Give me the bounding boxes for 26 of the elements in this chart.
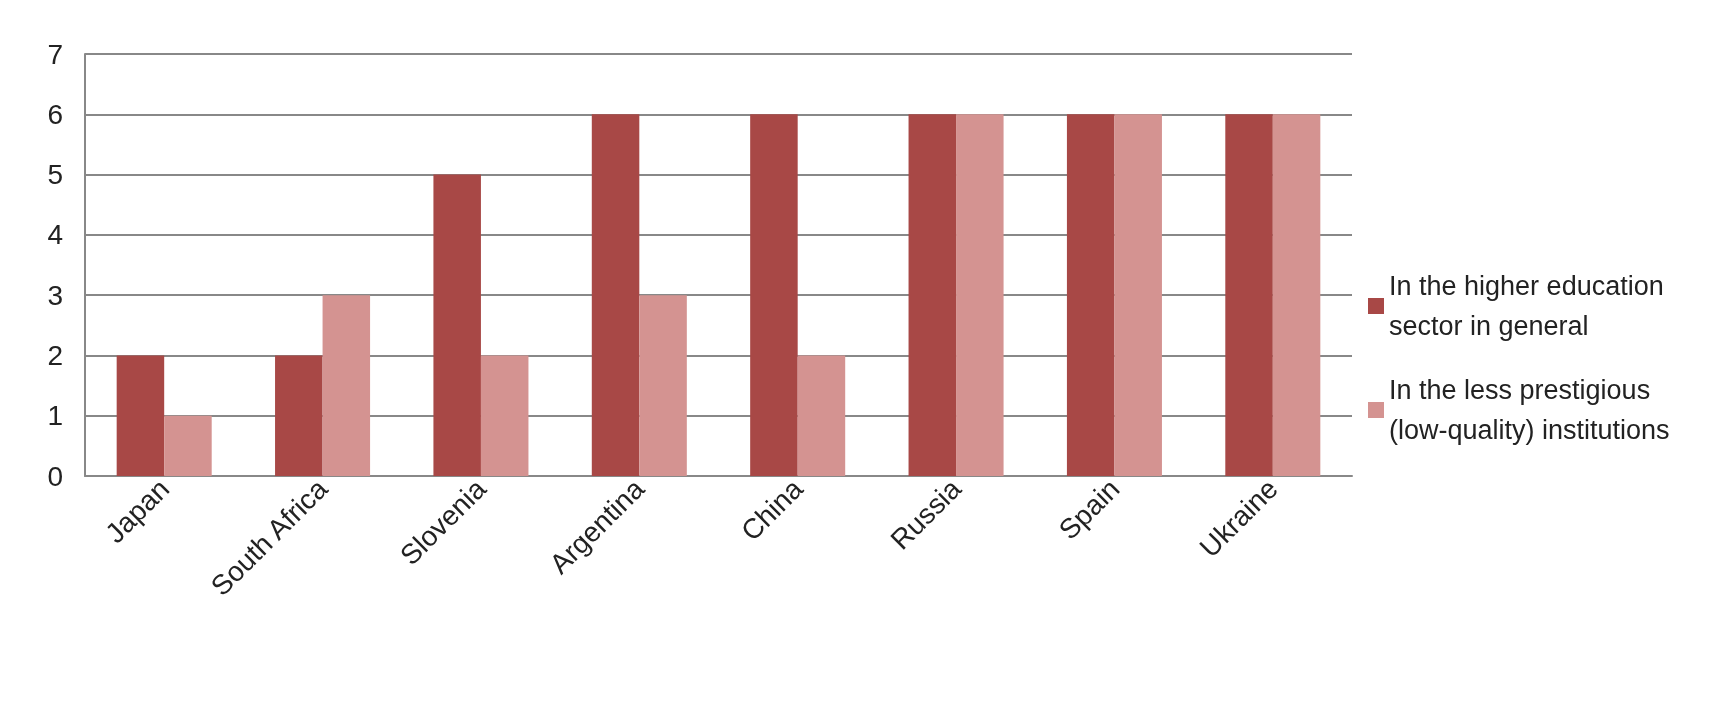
- bar: [797, 355, 846, 476]
- y-tick-label: 3: [47, 279, 63, 311]
- bar: [639, 295, 687, 476]
- bar: [1066, 114, 1115, 476]
- bar: [750, 114, 798, 476]
- bar: [1114, 114, 1162, 476]
- bar: [275, 355, 323, 476]
- legend-label: In the less prestigious (low-quality) institutions: [1389, 375, 1670, 445]
- y-tick-label: 5: [47, 159, 63, 191]
- bar: [433, 174, 481, 476]
- bar: [1272, 114, 1321, 476]
- y-tick-label: 2: [47, 339, 63, 371]
- bar: [956, 114, 1004, 476]
- bar: [322, 295, 371, 476]
- y-tick-label: 6: [47, 98, 63, 130]
- bar: [116, 355, 165, 476]
- y-tick-label: 7: [47, 38, 63, 70]
- y-tick-label: 1: [47, 400, 63, 432]
- bar: [480, 355, 529, 476]
- bar: [1225, 114, 1273, 476]
- bar: [908, 114, 957, 476]
- y-tick-label: 0: [47, 460, 63, 492]
- bar: [591, 114, 640, 476]
- y-tick-label: 4: [47, 219, 63, 251]
- legend-label: In the higher education sector in general: [1389, 271, 1672, 341]
- bar: [164, 415, 212, 476]
